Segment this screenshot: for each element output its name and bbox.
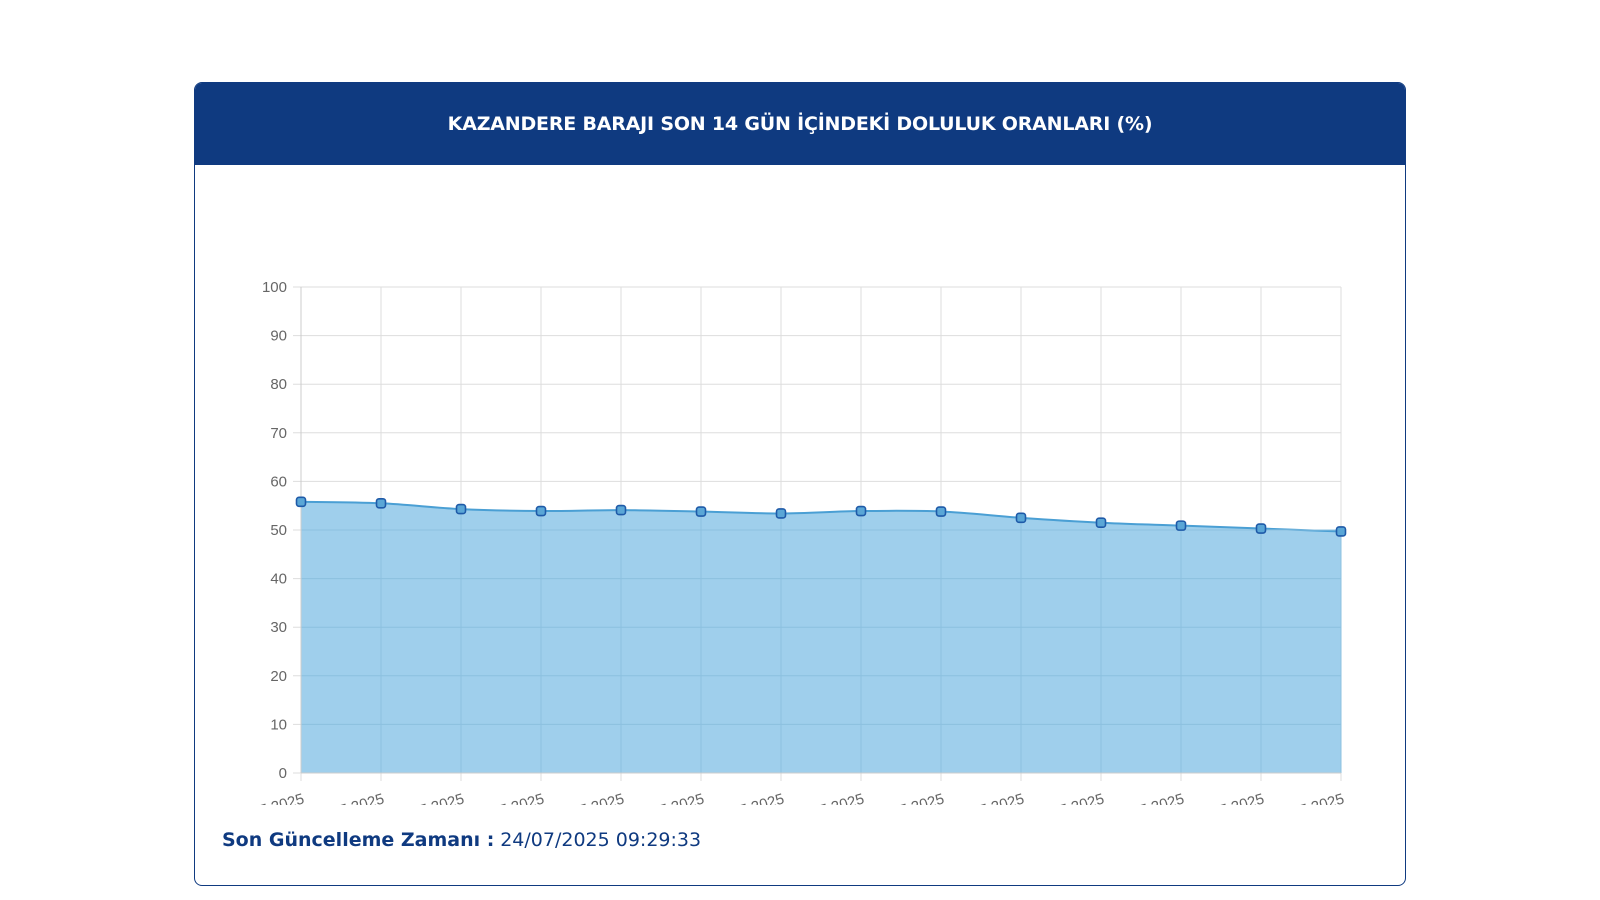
y-tick-label: 80 <box>270 376 287 393</box>
chart-area: 0 10 20 30 40 50 60 70 80 90 100 11.07.202512.07.2… <box>195 165 1405 805</box>
data-point[interactable] <box>1255 523 1267 534</box>
data-point[interactable] <box>535 505 547 517</box>
x-tick-label: 23.07.2025 <box>1189 791 1266 805</box>
x-tick-label: 14.07.2025 <box>469 791 546 805</box>
y-tick-label: 20 <box>270 668 287 685</box>
data-point[interactable] <box>1015 512 1027 524</box>
x-tick-label: 22.07.2025 <box>1109 791 1186 805</box>
x-tick-label: 15.07.2025 <box>549 791 626 805</box>
area-chart: 0 10 20 30 40 50 60 70 80 90 100 11.07.202512.07.2… <box>230 279 1347 805</box>
card-header: KAZANDERE BARAJI SON 14 GÜN İÇİNDEKİ DOL… <box>195 83 1405 165</box>
area-fill <box>301 501 1341 773</box>
data-point[interactable] <box>1095 517 1107 529</box>
data-point[interactable] <box>695 506 707 517</box>
data-point[interactable] <box>615 504 627 516</box>
x-tick-label: 24.07.2025 <box>1269 791 1346 805</box>
last-update-value: 24/07/2025 09:29:33 <box>500 829 702 851</box>
chart-card: KAZANDERE BARAJI SON 14 GÜN İÇİNDEKİ DOL… <box>194 82 1406 886</box>
data-points <box>295 496 1347 537</box>
last-update-label: Son Güncelleme Zamanı : <box>222 829 495 851</box>
data-point[interactable] <box>295 496 307 508</box>
x-tick-label: 18.07.2025 <box>789 791 866 805</box>
y-tick-label: 90 <box>270 328 287 345</box>
x-tick-label: 13.07.2025 <box>389 791 466 805</box>
data-point[interactable] <box>1335 526 1347 537</box>
y-tick-label: 50 <box>270 522 287 539</box>
series-line <box>300 500 1342 533</box>
chart-title: KAZANDERE BARAJI SON 14 GÜN İÇİNDEKİ DOL… <box>447 113 1153 135</box>
x-tick-labels: 11.07.202512.07.202513.07.202514.07.2025… <box>230 791 1346 805</box>
data-point[interactable] <box>375 497 387 509</box>
x-tick-label: 20.07.2025 <box>949 791 1026 805</box>
series-area <box>300 500 1342 774</box>
y-tick-label: 0 <box>279 765 287 782</box>
data-point[interactable] <box>1175 520 1187 531</box>
x-tick-label: 21.07.2025 <box>1029 791 1106 805</box>
y-tick-label: 30 <box>270 619 287 636</box>
x-tick-label: 19.07.2025 <box>869 791 946 805</box>
x-tick-label: 16.07.2025 <box>629 791 706 805</box>
data-point[interactable] <box>775 508 787 519</box>
y-tick-label: 60 <box>270 473 287 490</box>
x-tick-label: 12.07.2025 <box>309 791 386 805</box>
x-tick-label: 11.07.2025 <box>230 791 306 805</box>
y-tick-label: 10 <box>270 716 287 733</box>
x-tick-label: 17.07.2025 <box>709 791 786 805</box>
data-point[interactable] <box>455 503 467 515</box>
y-tick-label: 100 <box>262 279 287 296</box>
y-tick-label: 40 <box>270 571 287 588</box>
data-point[interactable] <box>855 505 867 517</box>
axes <box>300 287 1341 774</box>
y-tick-label: 70 <box>270 425 287 442</box>
y-tick-labels: 0 10 20 30 40 50 60 70 80 90 100 <box>262 279 287 782</box>
data-point[interactable] <box>935 506 947 517</box>
last-update: Son Güncelleme Zamanı : 24/07/2025 09:29… <box>222 828 701 852</box>
